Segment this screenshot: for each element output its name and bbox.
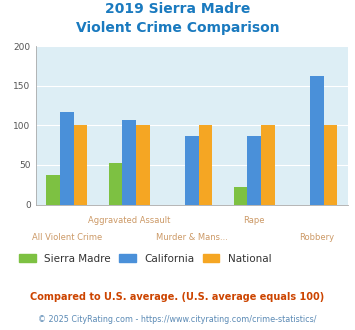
Bar xyxy=(73,125,87,205)
Text: Rape: Rape xyxy=(244,216,265,225)
Text: Compared to U.S. average. (U.S. average equals 100): Compared to U.S. average. (U.S. average … xyxy=(31,292,324,302)
Bar xyxy=(323,125,337,205)
Text: Aggravated Assault: Aggravated Assault xyxy=(88,216,170,225)
Bar xyxy=(234,187,247,205)
Text: Murder & Mans...: Murder & Mans... xyxy=(156,233,228,242)
Text: © 2025 CityRating.com - https://www.cityrating.com/crime-statistics/: © 2025 CityRating.com - https://www.city… xyxy=(38,315,317,324)
Bar xyxy=(247,136,261,205)
Legend: Sierra Madre, California, National: Sierra Madre, California, National xyxy=(20,254,272,264)
Text: All Violent Crime: All Violent Crime xyxy=(32,233,102,242)
Text: 2019 Sierra Madre: 2019 Sierra Madre xyxy=(105,2,250,16)
Bar xyxy=(185,137,198,205)
Bar xyxy=(136,125,150,205)
Bar xyxy=(60,112,73,205)
Bar xyxy=(310,76,323,205)
Bar xyxy=(261,125,275,205)
Bar xyxy=(198,125,212,205)
Bar xyxy=(109,163,122,205)
Bar xyxy=(46,175,60,205)
Text: Violent Crime Comparison: Violent Crime Comparison xyxy=(76,21,279,35)
Text: Robbery: Robbery xyxy=(299,233,334,242)
Bar xyxy=(122,120,136,205)
